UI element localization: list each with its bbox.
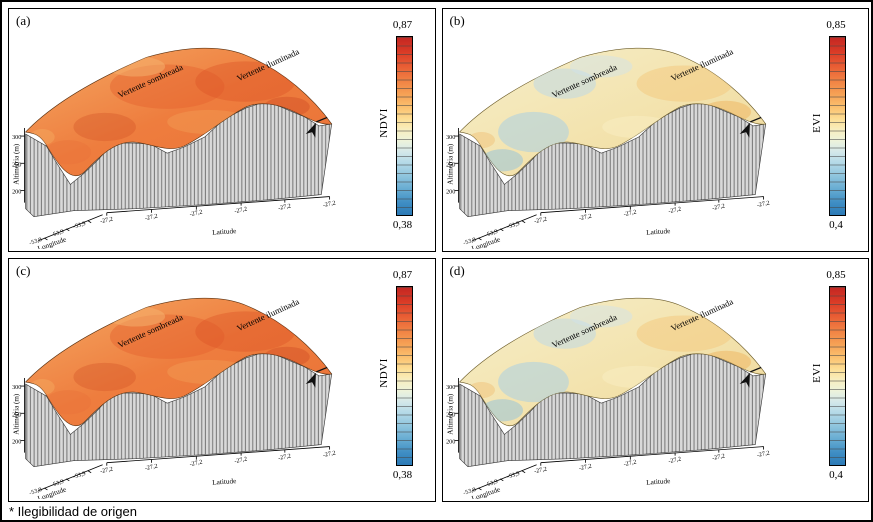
lon-tick: -53,9 [51,479,65,488]
altitude-axis-label: Altimetria (m) [12,143,20,184]
colorbar-gradient [829,286,846,466]
colorbar: 0,87 0,38 NDVI [374,269,432,494]
lat-tick: -27,2 [623,460,637,468]
alt-tick: 300 [446,135,455,141]
lat-tick: -27,2 [100,217,114,225]
alt-tick: 250 [446,412,455,418]
latitude-axis-label: Latitude [212,227,237,236]
surface-plot-ndvi: Vertente sombreada Vertente iluminada Al… [12,296,336,499]
lat-tick: -27,2 [144,464,158,472]
lat-tick: -27,2 [667,207,681,215]
lat-tick: -27,2 [623,210,637,218]
panel-letter: (a) [16,13,31,28]
panel-b: (b) Vertente sombreada Vertente iluminad… [441,8,869,252]
panel-grid: (a) Vertente sombreada Vertente iluminad… [8,8,869,502]
panel-letter: (d) [449,263,465,278]
lon-tick: -53,9 [506,221,520,230]
lat-tick: -27,2 [533,467,547,475]
lat-tick: -27,2 [278,204,292,212]
lon-tick: -53,9 [72,471,86,480]
alt-tick: 250 [12,412,21,418]
lon-tick: -53,9 [506,471,520,480]
colorbar: 0,85 0,4 EVI [807,19,865,244]
colorbar: 0,85 0,4 EVI [807,269,865,494]
alt-tick: 250 [446,162,455,168]
panel-letter: (b) [449,13,465,28]
colorbar-max-label: 0,87 [392,19,413,31]
colorbar-gradient [395,286,413,466]
alt-tick: 300 [446,385,455,391]
surface-plot-evi: Vertente sombreada Vertente iluminada Al… [446,46,770,249]
lat-tick: -27,2 [234,457,248,465]
lon-tick: -53,9 [484,479,498,488]
lon-tick: -53,9 [72,221,86,230]
lat-tick: -27,2 [234,207,248,215]
surface-plot-ndvi: Vertente sombreada Vertente iluminada Al… [12,46,336,249]
altitude-axis-label: Altimetria (m) [446,393,454,434]
colorbar-variable-label: NDVI [377,358,390,388]
lat-tick: -27,2 [711,454,725,462]
lat-tick: -27,2 [189,460,203,468]
alt-tick: 200 [446,440,455,446]
lat-tick: -27,2 [278,454,292,462]
lon-tick: -53,9 [462,237,476,246]
colorbar-variable-label: EVI [811,363,823,383]
alt-tick: 200 [446,190,455,196]
colorbar-max-label: 0,87 [392,269,413,281]
lat-tick: -27,2 [667,457,681,465]
latitude-axis-label: Latitude [645,227,670,236]
alt-tick: 300 [12,385,21,391]
alt-tick: 200 [12,440,21,446]
colorbar-min-label: 0,38 [392,469,413,481]
colorbar-min-label: 0,4 [829,219,843,231]
colorbar-max-label: 0,85 [826,269,846,281]
figure-footnote: * Ilegibilidad de origen [9,504,137,519]
panel-c: (c) Vertente sombreada Vertente iluminad… [8,258,436,502]
alt-tick: 200 [12,190,21,196]
lat-tick: -27,2 [578,464,592,472]
colorbar-min-label: 0,4 [829,469,843,481]
lat-tick: -27,2 [189,210,203,218]
colorbar: 0,87 0,38 NDVI [374,19,432,244]
lon-tick: -53,9 [51,229,65,238]
lat-tick: -27,2 [322,450,336,458]
colorbar-variable-label: EVI [811,113,823,133]
lat-tick: -27,2 [533,217,547,225]
lat-tick: -27,2 [100,467,114,475]
lon-tick: -53,9 [29,237,43,246]
lon-tick: -53,9 [484,229,498,238]
lat-tick: -27,2 [756,450,770,458]
panel-letter: (c) [16,263,31,278]
latitude-axis-label: Latitude [212,477,237,486]
lat-tick: -27,2 [756,200,770,208]
altitude-axis-label: Altimetria (m) [12,393,20,434]
lon-tick: -53,9 [29,487,43,496]
alt-tick: 250 [12,162,21,168]
lat-tick: -27,2 [578,214,592,222]
colorbar-gradient [395,36,413,216]
lat-tick: -27,2 [711,204,725,212]
colorbar-max-label: 0,85 [826,19,846,31]
colorbar-min-label: 0,38 [392,219,413,231]
lon-tick: -53,9 [462,487,476,496]
panel-d: (d) Vertente sombreada Vertente iluminad… [441,258,869,502]
colorbar-variable-label: NDVI [377,108,390,138]
alt-tick: 300 [12,135,21,141]
latitude-axis-label: Latitude [645,477,670,486]
lat-tick: -27,2 [144,214,158,222]
altitude-axis-label: Altimetria (m) [446,143,454,184]
surface-plot-evi: Vertente sombreada Vertente iluminada Al… [446,296,770,499]
colorbar-gradient [829,36,846,216]
lat-tick: -27,2 [322,200,336,208]
panel-a: (a) Vertente sombreada Vertente iluminad… [8,8,436,252]
